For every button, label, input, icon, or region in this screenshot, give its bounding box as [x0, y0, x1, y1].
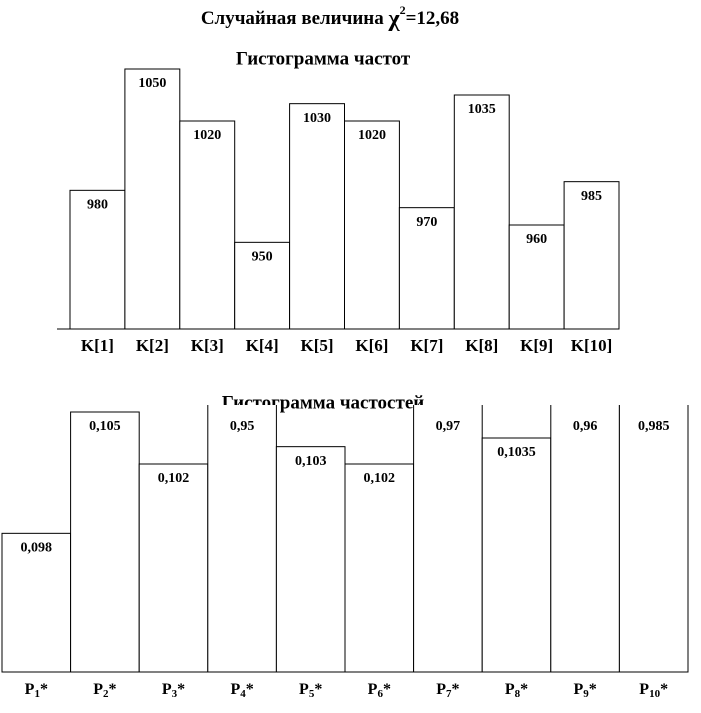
label-sub: 7 — [446, 688, 452, 700]
header-rest: =12,68 — [406, 8, 460, 29]
header-text: Случайная величина — [201, 8, 389, 29]
x-tick-label: P10* — [639, 681, 668, 700]
bar — [275, 446, 346, 673]
label-base: P — [299, 681, 309, 698]
value-label: 0,96 — [573, 419, 598, 434]
bar — [563, 181, 620, 330]
x-tick-label: K[4] — [246, 336, 279, 355]
x-tick-label: P7* — [436, 681, 459, 700]
bar — [179, 120, 236, 330]
bar — [69, 189, 126, 330]
label-base: P — [230, 681, 240, 698]
x-tick-label: P9* — [573, 681, 596, 700]
label-base: P — [573, 681, 583, 698]
bar — [453, 94, 510, 330]
label-base: P — [639, 681, 649, 698]
x-tick-label: K[2] — [136, 336, 169, 355]
value-label: 1050 — [138, 76, 166, 91]
bar — [138, 463, 209, 673]
value-label: 1020 — [193, 128, 221, 143]
x-tick-label: K[1] — [81, 336, 114, 355]
bar — [508, 224, 565, 330]
x-tick-label: P2* — [93, 681, 116, 700]
value-label: 0,97 — [436, 419, 461, 434]
value-label: 0,985 — [638, 419, 670, 434]
bar — [234, 241, 291, 330]
value-label: 0,105 — [89, 419, 121, 434]
label-mark: * — [660, 681, 668, 698]
value-label: 0,1035 — [497, 445, 536, 460]
x-tick-label: K[5] — [301, 336, 334, 355]
label-base: P — [93, 681, 103, 698]
value-label: 0,102 — [364, 471, 396, 486]
x-tick-label: P3* — [162, 681, 185, 700]
x-tick-label: K[10] — [571, 336, 613, 355]
x-tick-label: K[7] — [410, 336, 443, 355]
header-symbol: χ — [388, 6, 401, 32]
label-sub: 2 — [103, 688, 109, 700]
label-sub: 4 — [240, 688, 246, 700]
label-base: P — [25, 681, 35, 698]
value-label: 970 — [416, 215, 437, 230]
label-mark: * — [452, 681, 460, 698]
bar — [550, 405, 620, 673]
label-sub: 8 — [515, 688, 521, 700]
label-sub: 6 — [377, 688, 383, 700]
chart-title: Гистограмма частот — [236, 48, 411, 69]
label-mark: * — [246, 681, 254, 698]
label-base: P — [505, 681, 515, 698]
x-tick-label: K[6] — [355, 336, 388, 355]
bar — [618, 405, 689, 673]
value-label: 985 — [581, 189, 602, 204]
x-tick-label: P6* — [368, 681, 391, 700]
x-tick-label: P5* — [299, 681, 322, 700]
label-sub: 1 — [34, 688, 40, 700]
bar — [124, 68, 181, 330]
bar — [289, 103, 346, 330]
label-base: P — [436, 681, 446, 698]
value-label: 950 — [252, 250, 273, 265]
label-sub: 3 — [172, 688, 178, 700]
x-tick-label: K[3] — [191, 336, 224, 355]
bar — [398, 207, 455, 330]
bars: 0,098 0,105 0,102 0,95 0,103 0,102 0,97 0,1035 0… — [1, 405, 689, 673]
label-sub: 10 — [649, 688, 661, 700]
bar — [344, 120, 400, 330]
label-base: P — [162, 681, 172, 698]
bar — [481, 437, 552, 673]
label-mark: * — [383, 681, 391, 698]
x-tick-label: P4* — [230, 681, 253, 700]
value-label: 0,102 — [158, 471, 190, 486]
label-mark: * — [177, 681, 185, 698]
bar — [70, 411, 140, 673]
bar — [413, 405, 483, 673]
value-label: 980 — [87, 198, 108, 213]
label-base: P — [368, 681, 378, 698]
value-label: 960 — [526, 232, 547, 247]
label-mark: * — [589, 681, 597, 698]
bar — [344, 463, 415, 673]
label-mark: * — [109, 681, 117, 698]
value-label: 1030 — [303, 111, 331, 126]
value-label: 0,103 — [295, 454, 327, 469]
value-label: 0,098 — [21, 541, 53, 556]
x-tick-label: K[9] — [520, 336, 553, 355]
value-label: 1020 — [358, 128, 386, 143]
label-mark: * — [314, 681, 322, 698]
value-label: 0,95 — [230, 419, 255, 434]
bars: 980 1050 1020 950 1030 1020 970 1035 960 985 — [69, 68, 620, 330]
label-mark: * — [520, 681, 528, 698]
label-mark: * — [40, 681, 48, 698]
label-sub: 5 — [309, 688, 315, 700]
x-tick-label: P8* — [505, 681, 528, 700]
header-sup: 2 — [400, 3, 406, 17]
header: Случайная величина χ2=12,68 — [201, 3, 459, 32]
x-tick-label: K[8] — [465, 336, 498, 355]
x-tick-label: P1* — [25, 681, 48, 700]
label-sub: 9 — [583, 688, 589, 700]
value-label: 1035 — [468, 102, 496, 117]
